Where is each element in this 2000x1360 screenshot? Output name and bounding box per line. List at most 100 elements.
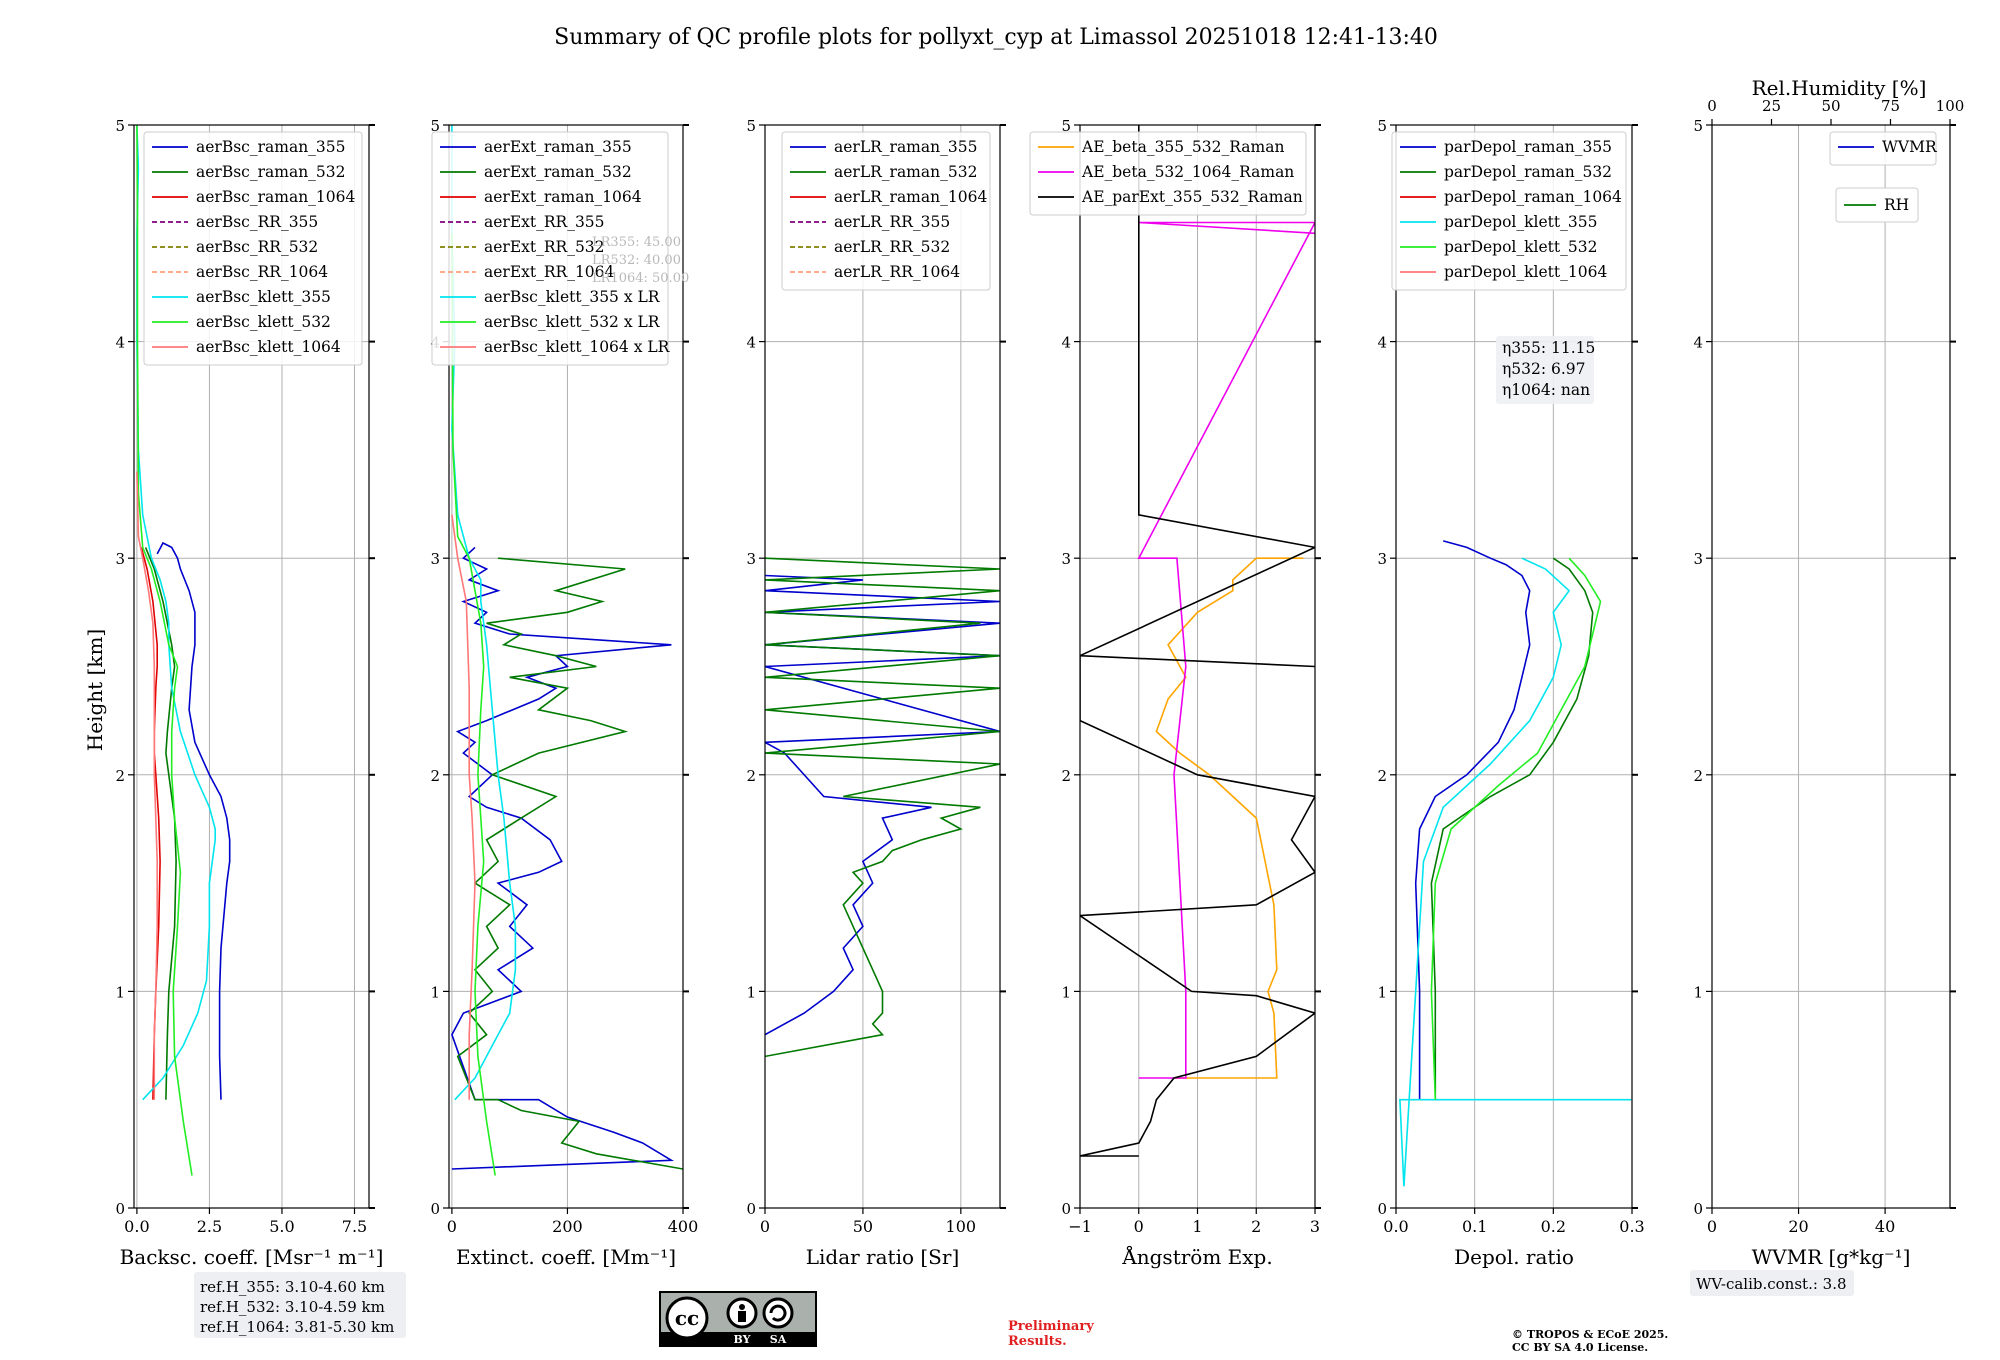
y-tick-label: 4 [1693, 334, 1703, 352]
y-tick-label: 3 [430, 550, 440, 568]
x-tick-label: 2.5 [197, 1217, 222, 1236]
legend-entry: aerLR_raman_1064 [834, 188, 987, 206]
figure-title: Summary of QC profile plots for pollyxt_… [554, 25, 1438, 50]
x-tick-label: 5.0 [269, 1217, 294, 1236]
legend [1391, 131, 1627, 291]
legend [1029, 131, 1307, 216]
series-aerLR_raman_355 [765, 574, 1000, 1036]
legend-entry: aerBsc_RR_532 [196, 238, 318, 256]
top-tick-label: 75 [1881, 97, 1900, 115]
legend-entry: parDepol_klett_355 [1444, 213, 1597, 231]
y-tick-label: 2 [746, 767, 756, 785]
x-tick-label: 100 [946, 1217, 977, 1236]
y-tick-label: 0 [1377, 1200, 1387, 1218]
x-tick-label: 0 [760, 1217, 770, 1236]
y-tick-label: 2 [1061, 767, 1071, 785]
x-axis-label: WVMR [g*kg⁻¹] [1752, 1245, 1911, 1269]
y-tick-label: 4 [746, 334, 756, 352]
legend-entry: aerExt_RR_355 [484, 213, 605, 231]
share-alike-icon [762, 1297, 794, 1329]
legend-entry: aerExt_raman_1064 [484, 188, 642, 206]
legend-entry: parDepol_raman_1064 [1444, 188, 1622, 206]
x-tick-label: 3 [1310, 1217, 1320, 1236]
top-tick-label: 0 [1707, 97, 1717, 115]
legend-entry: aerBsc_klett_532 x LR [484, 313, 661, 331]
x-axis-label: Ångström Exp. [1121, 1244, 1272, 1269]
legend [431, 131, 669, 366]
y-tick-label: 3 [1377, 550, 1387, 568]
y-tick-label: 5 [115, 117, 125, 135]
y-tick-label: 3 [115, 550, 125, 568]
legend-entry: aerBsc_raman_1064 [196, 188, 356, 206]
ref-height-1064: ref.H_1064: 3.81-5.30 km [200, 1318, 394, 1336]
series-parDepol_klett_532 [1430, 557, 1602, 1100]
y-tick-label: 3 [1061, 550, 1071, 568]
top-axis-label: Rel.Humidity [%] [1752, 76, 1927, 100]
y-tick-label: 2 [1693, 767, 1703, 785]
lr-label: LR355: 45.00 [592, 235, 681, 250]
series-aerBsc_klett_1064 x LR [451, 514, 476, 1100]
x-tick-label: 20 [1788, 1217, 1808, 1236]
series-AE_beta_355_532_Raman [1155, 557, 1304, 1079]
series-aerBsc_raman_355 [156, 541, 231, 1100]
eta-label: η1064: nan [1502, 381, 1590, 399]
axes-frame [133, 124, 370, 1209]
legend-entry: aerExt_RR_532 [484, 238, 605, 256]
x-tick-label: −1 [1068, 1217, 1092, 1236]
x-tick-label: 0.3 [1619, 1217, 1644, 1236]
copyright-line-1: © TROPOS & ECoE 2025. [1512, 1328, 1668, 1341]
panel-backscatter: 0 1 2 3 4 5 0.0 2.5 5.0 7.5 Backsc. coeff. [Msr⁻¹ … [115, 117, 383, 1269]
x-tick-label: 7.5 [342, 1217, 367, 1236]
eta-box [1496, 336, 1594, 404]
legend-entry: aerExt_raman_532 [484, 163, 632, 181]
series-aerBsc_klett_532 [136, 125, 193, 1176]
legend-entry: AE_beta_532_1064_Raman [1081, 163, 1294, 181]
x-tick-label: 400 [668, 1217, 699, 1236]
series-aerBsc_klett_1064 [136, 471, 158, 1100]
ref-height-532: ref.H_532: 3.10-4.59 km [200, 1298, 385, 1316]
x-tick-label: 40 [1875, 1217, 1895, 1236]
x-tick-label: 0.2 [1541, 1217, 1566, 1236]
y-tick-label: 5 [746, 117, 756, 135]
y-axis-label: Height [km] [83, 629, 107, 751]
cc-icon [665, 1296, 709, 1340]
series-aerBsc_raman_532 [144, 547, 177, 1100]
lr-label: LR532: 40.00 [592, 253, 681, 268]
legend-entry: aerBsc_klett_355 [196, 288, 331, 306]
y-tick-label: 5 [1061, 117, 1071, 135]
legend-entry: parDepol_klett_1064 [1444, 263, 1607, 281]
panel-depol: 0 1 2 3 4 5 0.0 0.1 0.2 0.3 Depol. ratio parDepol_r… [1377, 117, 1644, 1269]
panel-extinction: 0123450200400Extinct. coeff. [Mm⁻¹]aerEx… [430, 117, 698, 1269]
legend-entry: aerExt_raman_355 [484, 138, 632, 156]
sa-label: SA [770, 1333, 787, 1346]
legend-entry: AE_beta_355_532_Raman [1081, 138, 1284, 156]
cc-license-badge: cc BY SA [659, 1291, 817, 1347]
y-tick-label: 5 [430, 117, 440, 135]
legend-entry: parDepol_klett_532 [1444, 238, 1597, 256]
eta-label: η355: 11.15 [1502, 339, 1595, 357]
y-tick-label: 3 [1693, 550, 1703, 568]
legend-entry: aerBsc_RR_1064 [196, 263, 328, 281]
legend [143, 131, 363, 366]
ref-height-box: ref.H_355: 3.10-4.60 km ref.H_532: 3.10-… [194, 1272, 406, 1338]
x-tick-label: 0.1 [1462, 1217, 1487, 1236]
y-tick-label: 3 [746, 550, 756, 568]
legend-entry: parDepol_raman_355 [1444, 138, 1612, 156]
y-tick-label: 4 [1061, 334, 1071, 352]
y-tick-label: 2 [115, 767, 125, 785]
x-tick-label: 0 [447, 1217, 457, 1236]
x-tick-label: 200 [552, 1217, 583, 1236]
series-parDepol_raman_532 [1430, 557, 1594, 1100]
legend-entry: parDepol_raman_532 [1444, 163, 1612, 181]
series-aerBsc_klett_355 x LR [451, 125, 517, 1101]
legend-entry: aerBsc_raman_355 [196, 138, 346, 156]
preliminary-label-2: Results. [1008, 1334, 1067, 1349]
series-aerExt_raman_355 [451, 546, 675, 1170]
legend-entry: aerLR_RR_355 [834, 213, 950, 231]
y-tick-label: 1 [1061, 983, 1071, 1001]
series-aerBsc_klett_532 x LR [451, 233, 496, 1176]
legend-entry: aerBsc_klett_355 x LR [484, 288, 661, 306]
series-aerExt_raman_532 [456, 557, 683, 1170]
